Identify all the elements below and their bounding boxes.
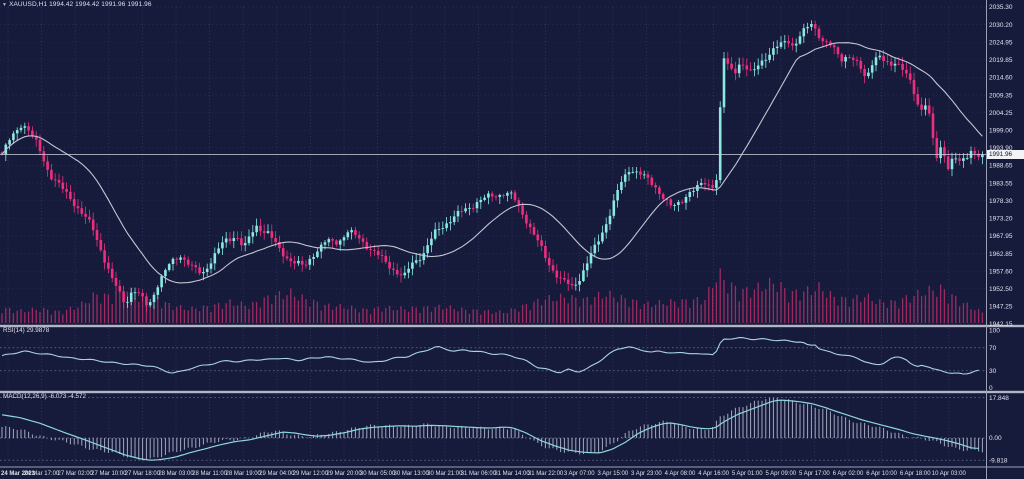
price-axis-labels: 2035.30 2030.20 2024.95 2019.85 2014.60 2009.… (989, 4, 1013, 328)
svg-text:28 Mar 11:00: 28 Mar 11:00 (192, 471, 228, 477)
svg-text:6 Apr 10:00: 6 Apr 10:00 (866, 471, 897, 477)
svg-text:27 Mar 02:00: 27 Mar 02:00 (58, 471, 94, 477)
rsi-line (1, 337, 979, 375)
svg-text:27 Mar 18:00: 27 Mar 18:00 (125, 471, 161, 477)
svg-text:4 Apr 16:00: 4 Apr 16:00 (698, 471, 729, 477)
svg-text:100: 100 (989, 328, 1000, 335)
svg-text:2035.30: 2035.30 (989, 4, 1013, 11)
svg-text:6 Apr 18:00: 6 Apr 18:00 (900, 471, 931, 477)
svg-text:5 Apr 17:00: 5 Apr 17:00 (799, 471, 830, 477)
svg-text:2014.60: 2014.60 (989, 75, 1013, 82)
svg-text:2019.85: 2019.85 (989, 57, 1013, 64)
svg-text:30: 30 (989, 368, 997, 375)
svg-text:17.848: 17.848 (989, 395, 1009, 402)
svg-text:1973.20: 1973.20 (989, 216, 1013, 223)
svg-text:10 Apr 03:00: 10 Apr 03:00 (932, 471, 967, 477)
svg-text:-9.818: -9.818 (989, 457, 1008, 464)
svg-text:1978.30: 1978.30 (989, 198, 1013, 205)
svg-text:1967.95: 1967.95 (989, 233, 1013, 240)
svg-text:29 Mar 12:00: 29 Mar 12:00 (293, 471, 329, 477)
svg-text:31 Mar 22:00: 31 Mar 22:00 (528, 471, 564, 477)
moving-average-line (1, 42, 983, 284)
svg-text:1962.85: 1962.85 (989, 251, 1013, 258)
svg-text:1983.55: 1983.55 (989, 180, 1013, 187)
svg-text:0.00: 0.00 (989, 435, 1002, 442)
candlesticks (0, 20, 984, 312)
svg-text:27 Mar 10:00: 27 Mar 10:00 (91, 471, 127, 477)
svg-text:2004.25: 2004.25 (989, 110, 1013, 117)
svg-text:3 Apr 23:00: 3 Apr 23:00 (631, 471, 662, 477)
panel-separators[interactable] (0, 324, 1024, 468)
svg-text:30 Mar 13:00: 30 Mar 13:00 (394, 471, 430, 477)
indicator-axis-labels: 100 70 30 0 17.848 0.00 -9.818 (989, 328, 1009, 465)
svg-text:2030.20: 2030.20 (989, 22, 1013, 29)
svg-text:6 Apr 02:00: 6 Apr 02:00 (833, 471, 864, 477)
svg-text:28 Mar 19:00: 28 Mar 19:00 (226, 471, 262, 477)
svg-text:5 Apr 01:00: 5 Apr 01:00 (732, 471, 763, 477)
svg-text:28 Mar 03:00: 28 Mar 03:00 (158, 471, 194, 477)
svg-text:30 Mar 21:00: 30 Mar 21:00 (427, 471, 463, 477)
price-axis-border (986, 0, 987, 479)
svg-text:3 Apr 07:00: 3 Apr 07:00 (564, 471, 595, 477)
svg-text:31 Mar 06:00: 31 Mar 06:00 (461, 471, 497, 477)
svg-text:3 Apr 15:00: 3 Apr 15:00 (597, 471, 628, 477)
svg-text:1947.25: 1947.25 (989, 304, 1013, 311)
svg-text:70: 70 (989, 345, 997, 352)
indicator-level-lines (0, 347, 986, 461)
volume-bars (1, 268, 984, 323)
svg-text:29 Mar 04:00: 29 Mar 04:00 (259, 471, 295, 477)
symbol-title: ▼ XAUUSD,H1 1994.42 1994.42 1991.96 1991.… (2, 1, 152, 8)
macd-histogram (1, 397, 983, 461)
chevron-down-icon[interactable]: ▼ (2, 2, 8, 8)
symbol-ohlc-text: XAUUSD,H1 1994.42 1994.42 1991.96 1991.9… (9, 1, 152, 8)
last-price-tag: 1991.96 (987, 150, 1024, 159)
svg-text:4 Apr 08:00: 4 Apr 08:00 (665, 471, 696, 477)
svg-text:31 Mar 14:00: 31 Mar 14:00 (494, 471, 530, 477)
macd-signal-line (1, 399, 979, 461)
svg-text:0: 0 (989, 385, 993, 392)
svg-text:1957.60: 1957.60 (989, 268, 1013, 275)
rsi-indicator-label: RSI(14) 29.9878 (3, 326, 50, 334)
svg-text:2009.35: 2009.35 (989, 92, 1013, 99)
svg-text:1952.50: 1952.50 (989, 286, 1013, 293)
macd-indicator-label: MACD(12,26,9) -6.073 -4.572 (3, 392, 86, 400)
svg-text:1993.90: 1993.90 (989, 145, 1013, 152)
svg-text:1942.15: 1942.15 (989, 321, 1013, 328)
svg-text:29 Mar 20:00: 29 Mar 20:00 (326, 471, 362, 477)
svg-text:2024.95: 2024.95 (989, 39, 1013, 46)
svg-text:30 Mar 05:00: 30 Mar 05:00 (360, 471, 396, 477)
svg-text:1988.65: 1988.65 (989, 163, 1013, 170)
svg-text:5 Apr 09:00: 5 Apr 09:00 (765, 471, 796, 477)
svg-text:24 Mar 2023: 24 Mar 2023 (1, 471, 36, 477)
svg-text:24 Mar 17:00: 24 Mar 17:00 (24, 471, 60, 477)
time-gridlines (7, 7, 950, 464)
svg-text:1999.00: 1999.00 (989, 128, 1013, 135)
